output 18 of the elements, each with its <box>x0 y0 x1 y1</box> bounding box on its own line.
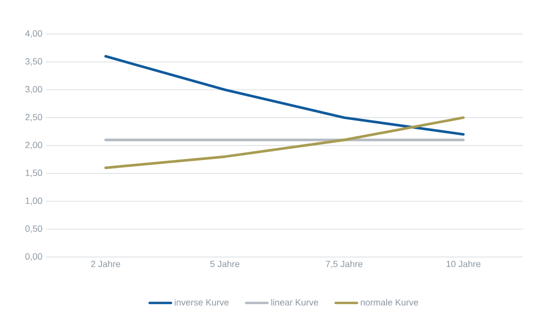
legend-label: inverse Kurve <box>174 298 229 306</box>
y-tick-label: 2,00 <box>25 142 42 150</box>
x-tick-label: 10 Jahre <box>446 260 480 268</box>
y-tick-label: 2,50 <box>25 114 42 122</box>
y-tick-label: 1,00 <box>26 198 42 205</box>
x-tick-label: 2 Jahre <box>91 260 120 268</box>
line-series <box>104 55 465 136</box>
line-series <box>104 116 465 170</box>
legend-label: linear Kurve <box>271 298 318 306</box>
y-tick-label: 3,00 <box>25 86 42 94</box>
x-tick-label: 5 Jahre <box>210 260 240 268</box>
x-tick-label: 7,5 Jahre <box>326 260 362 268</box>
y-tick-label: 0,50 <box>25 225 42 233</box>
y-tick-label: 3,50 <box>25 58 42 66</box>
y-tick-label: 4,00 <box>25 30 42 38</box>
y-tick-label: 0,00 <box>25 253 42 261</box>
legend-label: normale Kurve <box>360 298 418 306</box>
y-tick-label: 1,50 <box>26 170 42 178</box>
